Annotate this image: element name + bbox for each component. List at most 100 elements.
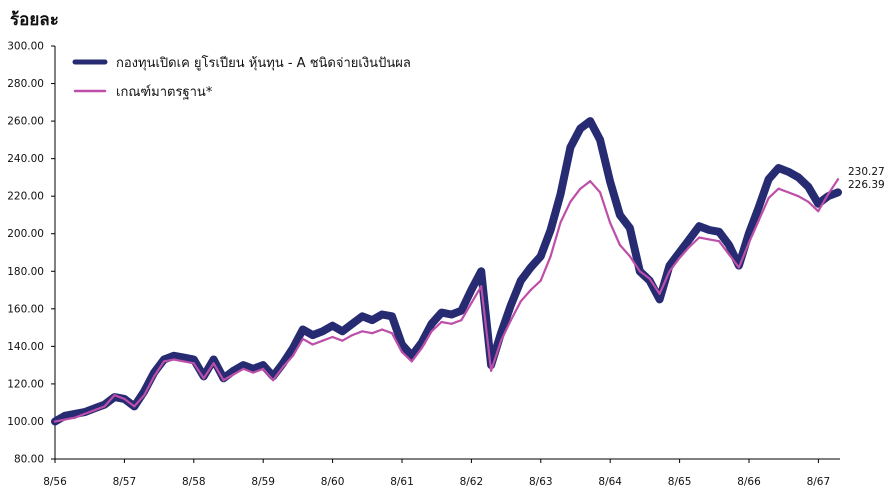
- x-tick-label: 8/61: [390, 476, 414, 487]
- data-point: [519, 300, 522, 303]
- data-point: [757, 219, 760, 222]
- data-point: [706, 227, 713, 233]
- data-point: [341, 339, 344, 342]
- data-point: [369, 317, 376, 324]
- data-point: [638, 270, 641, 273]
- data-point: [371, 332, 374, 335]
- data-point: [438, 309, 445, 316]
- data-point: [490, 369, 493, 372]
- data-point: [787, 191, 790, 194]
- data-point: [498, 330, 504, 337]
- data-point: [63, 418, 66, 421]
- data-point: [379, 311, 386, 318]
- y-tick-label: 220.00: [7, 191, 44, 203]
- data-point: [262, 367, 265, 370]
- data-point: [747, 242, 750, 245]
- data-point: [716, 228, 723, 235]
- data-point: [509, 319, 512, 322]
- data-point: [170, 352, 177, 359]
- y-tick-label: 200.00: [7, 228, 44, 240]
- data-point: [73, 416, 76, 419]
- data-point: [291, 354, 294, 357]
- data-point: [666, 262, 673, 269]
- data-point: [648, 277, 651, 280]
- data-point: [260, 362, 267, 369]
- data-point: [737, 266, 741, 269]
- data-point: [230, 367, 237, 374]
- legend-entry: กองทุนเปิดเค ยูโรเปียน หุ้นทุน - A ชนิดจ…: [116, 55, 411, 71]
- data-point: [678, 257, 681, 260]
- data-point: [577, 125, 584, 132]
- data-point: [698, 236, 701, 239]
- data-point: [537, 253, 544, 260]
- data-point: [311, 343, 314, 346]
- data-point: [499, 339, 503, 342]
- series-lines: [51, 117, 842, 426]
- data-point: [628, 255, 632, 258]
- data-point: [797, 195, 800, 198]
- y-tick-label: 280.00: [7, 78, 44, 90]
- data-point: [587, 118, 594, 125]
- data-point: [289, 345, 296, 352]
- data-point: [626, 225, 633, 232]
- data-point: [607, 178, 613, 185]
- data-point: [153, 375, 156, 378]
- data-point: [608, 221, 612, 224]
- x-tick-label: 8/56: [43, 476, 67, 487]
- data-point: [222, 379, 225, 382]
- data-point: [658, 292, 661, 295]
- data-point: [172, 358, 175, 361]
- y-tick-label: 80.00: [14, 454, 44, 466]
- data-point: [103, 405, 106, 408]
- data-point: [299, 326, 306, 333]
- x-tick-label: 8/67: [807, 476, 831, 487]
- data-point: [389, 313, 395, 320]
- x-tick-label: 8/63: [529, 476, 553, 487]
- x-tick-label: 8/57: [113, 476, 137, 487]
- data-point: [527, 264, 534, 271]
- x-tick-label: 8/58: [182, 476, 206, 487]
- data-point: [398, 341, 405, 348]
- data-point: [618, 243, 622, 247]
- data-point: [381, 328, 384, 331]
- data-point: [53, 420, 57, 423]
- series-line-fund: [51, 117, 842, 426]
- data-point: [785, 168, 792, 175]
- data-point: [559, 221, 562, 224]
- data-point: [240, 362, 247, 369]
- y-tick-label: 180.00: [7, 266, 44, 278]
- x-tick-label: 8/64: [598, 476, 622, 487]
- data-point: [281, 365, 285, 369]
- data-point: [428, 320, 435, 327]
- data-point: [597, 136, 604, 143]
- data-point: [708, 238, 711, 241]
- data-point: [767, 197, 770, 200]
- data-point: [242, 367, 245, 370]
- data-point: [190, 356, 197, 363]
- data-point: [549, 255, 552, 258]
- data-point: [807, 200, 810, 203]
- data-point: [319, 328, 326, 335]
- data-point: [686, 236, 693, 243]
- data-point: [349, 320, 356, 327]
- data-point: [420, 347, 423, 350]
- chart-axes: [51, 45, 840, 463]
- x-tick-label: 8/59: [251, 476, 275, 487]
- y-axis-unit-label: ร้อยละ: [10, 10, 59, 30]
- data-point: [589, 180, 592, 183]
- data-point: [458, 307, 465, 314]
- data-point: [547, 227, 554, 233]
- data-point: [480, 285, 483, 288]
- data-point: [567, 144, 574, 151]
- data-point: [321, 339, 324, 342]
- data-point: [507, 302, 514, 309]
- data-point: [450, 322, 453, 325]
- legend: กองทุนเปิดเค ยูโรเปียน หุ้นทุน - A ชนิดจ…: [72, 55, 411, 100]
- data-point: [252, 371, 255, 374]
- data-point: [827, 193, 830, 196]
- data-point: [775, 165, 782, 171]
- data-point: [805, 183, 812, 190]
- data-point: [517, 277, 524, 284]
